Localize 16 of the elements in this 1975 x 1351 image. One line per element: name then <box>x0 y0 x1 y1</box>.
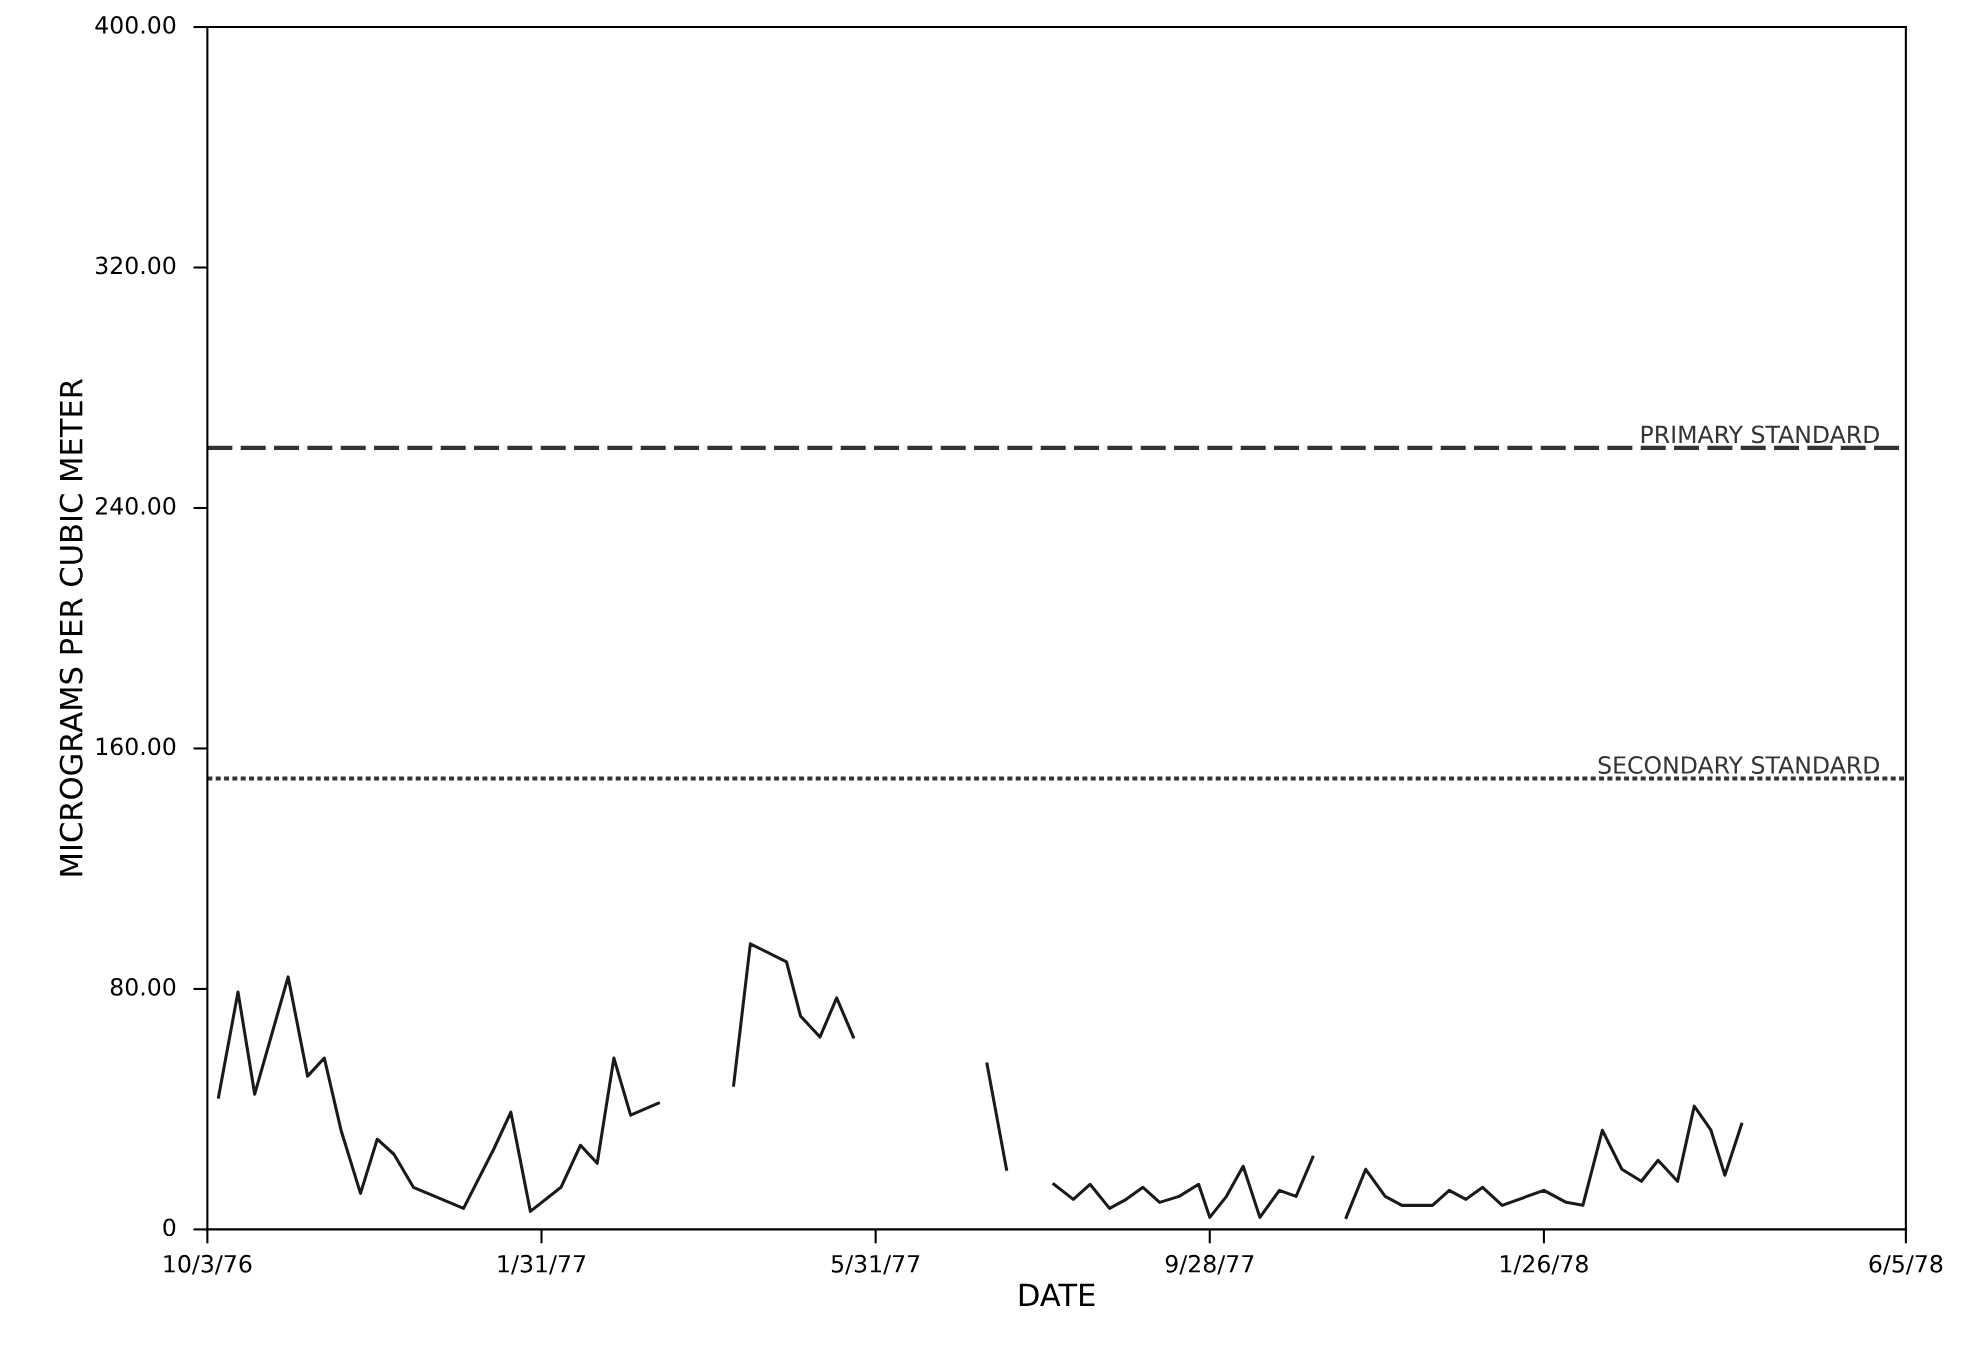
y-tick-label: 320.00 <box>96 256 176 275</box>
y-tick-label: 0 <box>163 1218 176 1237</box>
x-axis-title: DATE <box>1019 1283 1095 1307</box>
y-tick-label: 400.00 <box>95 16 176 34</box>
y-tick-label: 160.00 <box>96 737 176 756</box>
x-tick-label: 6/5/78 <box>1869 1254 1943 1275</box>
ref-line-label: PRIMARY STANDARD <box>1641 425 1879 444</box>
x-tick-label: 1/26/78 <box>1500 1254 1588 1275</box>
y-axis-title: MICROGRAMS PER CUBIC METER <box>59 378 83 876</box>
x-tick-label: 1/31/77 <box>498 1254 585 1275</box>
x-tick-label: 9/28/77 <box>1165 1254 1254 1275</box>
y-tick-label: 80.00 <box>110 977 176 996</box>
x-tick-label: 5/31/77 <box>831 1254 920 1275</box>
x-tick-label: 10/3/76 <box>164 1254 252 1275</box>
y-tick-label: 240.00 <box>95 496 176 515</box>
ref-line-label: SECONDARY STANDARD <box>1598 756 1879 774</box>
